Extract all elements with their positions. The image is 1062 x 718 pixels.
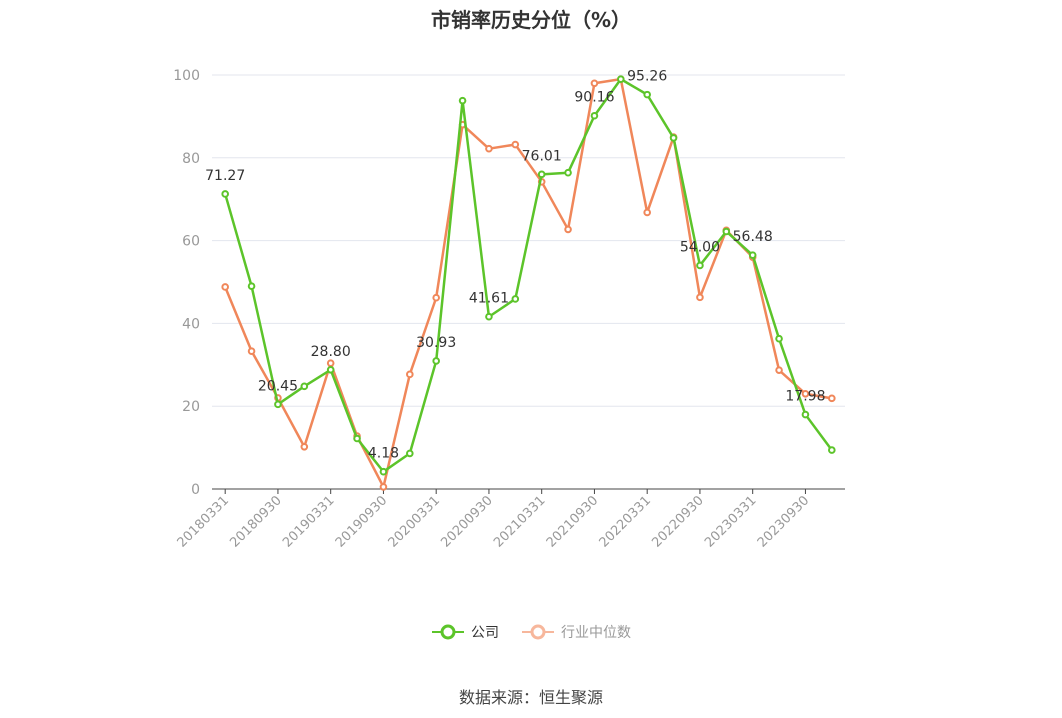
legend-industry-swatch-icon [522,624,554,640]
data-point-company [617,75,625,83]
data-point-company [458,96,467,105]
data-point-company [696,261,704,270]
legend-item-industry-median[interactable]: 行业中位数 [521,622,631,642]
data-point-company [485,312,493,321]
data-point-company [406,449,414,458]
data-point-industry-median [300,442,309,451]
legend: 公司 行业中位数 [0,622,1062,642]
data-point-company [300,382,309,391]
x-tick-label: 20180930 [227,493,284,550]
data-label: 20.45 [258,378,298,394]
data-point-company [801,410,810,419]
y-tick-label: 0 [191,482,200,498]
data-point-industry-median [485,144,493,153]
data-point-company [775,334,783,343]
x-tick-label: 20190331 [280,493,337,550]
legend-industry-label: 行业中位数 [561,625,631,641]
x-tick-label: 20210930 [544,493,601,550]
data-point-company [247,282,256,290]
data-point-industry-median [801,389,810,398]
y-tick-label: 80 [182,151,200,167]
x-tick-label: 20190930 [333,493,390,550]
x-tick-label: 20210331 [491,493,548,550]
data-point-industry-median [590,79,599,88]
data-point-company [432,357,440,365]
data-point-industry-median [432,293,440,302]
data-point-industry-median [406,370,414,379]
data-point-industry-median [828,394,836,403]
x-tick-label: 20200930 [438,493,495,550]
data-label: 56.48 [733,229,773,245]
data-point-company [669,134,678,142]
x-tick-label: 20230930 [755,493,812,550]
data-label: 4.18 [368,446,399,462]
data-point-company [326,365,335,374]
x-tick-label: 20230331 [702,493,759,550]
data-point-company [828,446,836,454]
x-tick-label: 20180331 [175,493,232,550]
data-label: 28.80 [311,344,351,360]
data-point-company [722,227,731,236]
data-point-company [537,170,546,179]
x-tick-label: 20220331 [597,493,654,550]
y-tick-label: 40 [182,316,200,332]
source-note: 数据来源：恒生聚源 [458,688,603,707]
x-tick-label: 20200331 [386,493,443,550]
legend-company-label: 公司 [471,625,499,641]
legend-company-swatch-icon [432,624,464,640]
data-label: 71.27 [205,168,245,184]
chart-title: 市销率历史分位（%） [430,8,632,32]
data-point-industry-median [221,283,229,291]
data-label: 17.98 [785,389,825,405]
data-point-industry-median [379,483,388,491]
data-point-company [379,467,388,476]
data-point-industry-median [643,208,651,217]
data-label: 95.26 [627,69,667,85]
data-point-company [274,400,282,409]
data-point-industry-median [247,347,256,355]
data-label: 54.00 [680,239,720,255]
data-point-industry-median [511,140,520,149]
series-line-company [223,77,833,473]
data-point-company [564,168,572,177]
data-point-industry-median [696,293,704,302]
data-label: 76.01 [522,148,562,164]
data-label: 30.93 [416,335,456,351]
data-label: 90.16 [574,90,614,106]
x-tick-label: 20220930 [649,493,706,550]
data-point-company [643,90,651,99]
data-point-company [748,251,757,259]
data-point-company [590,111,599,120]
y-tick-label: 100 [173,68,200,84]
data-point-company [511,295,520,303]
data-point-industry-median [564,225,572,234]
data-point-industry-median [326,359,335,367]
legend-item-company[interactable]: 公司 [431,622,499,642]
y-tick-label: 60 [182,234,200,250]
data-point-company [221,190,229,198]
data-point-company [353,434,361,443]
series-line-industry-median [224,77,833,489]
data-point-industry-median [775,366,783,374]
data-label: 41.61 [469,291,509,307]
y-tick-label: 20 [182,399,200,415]
